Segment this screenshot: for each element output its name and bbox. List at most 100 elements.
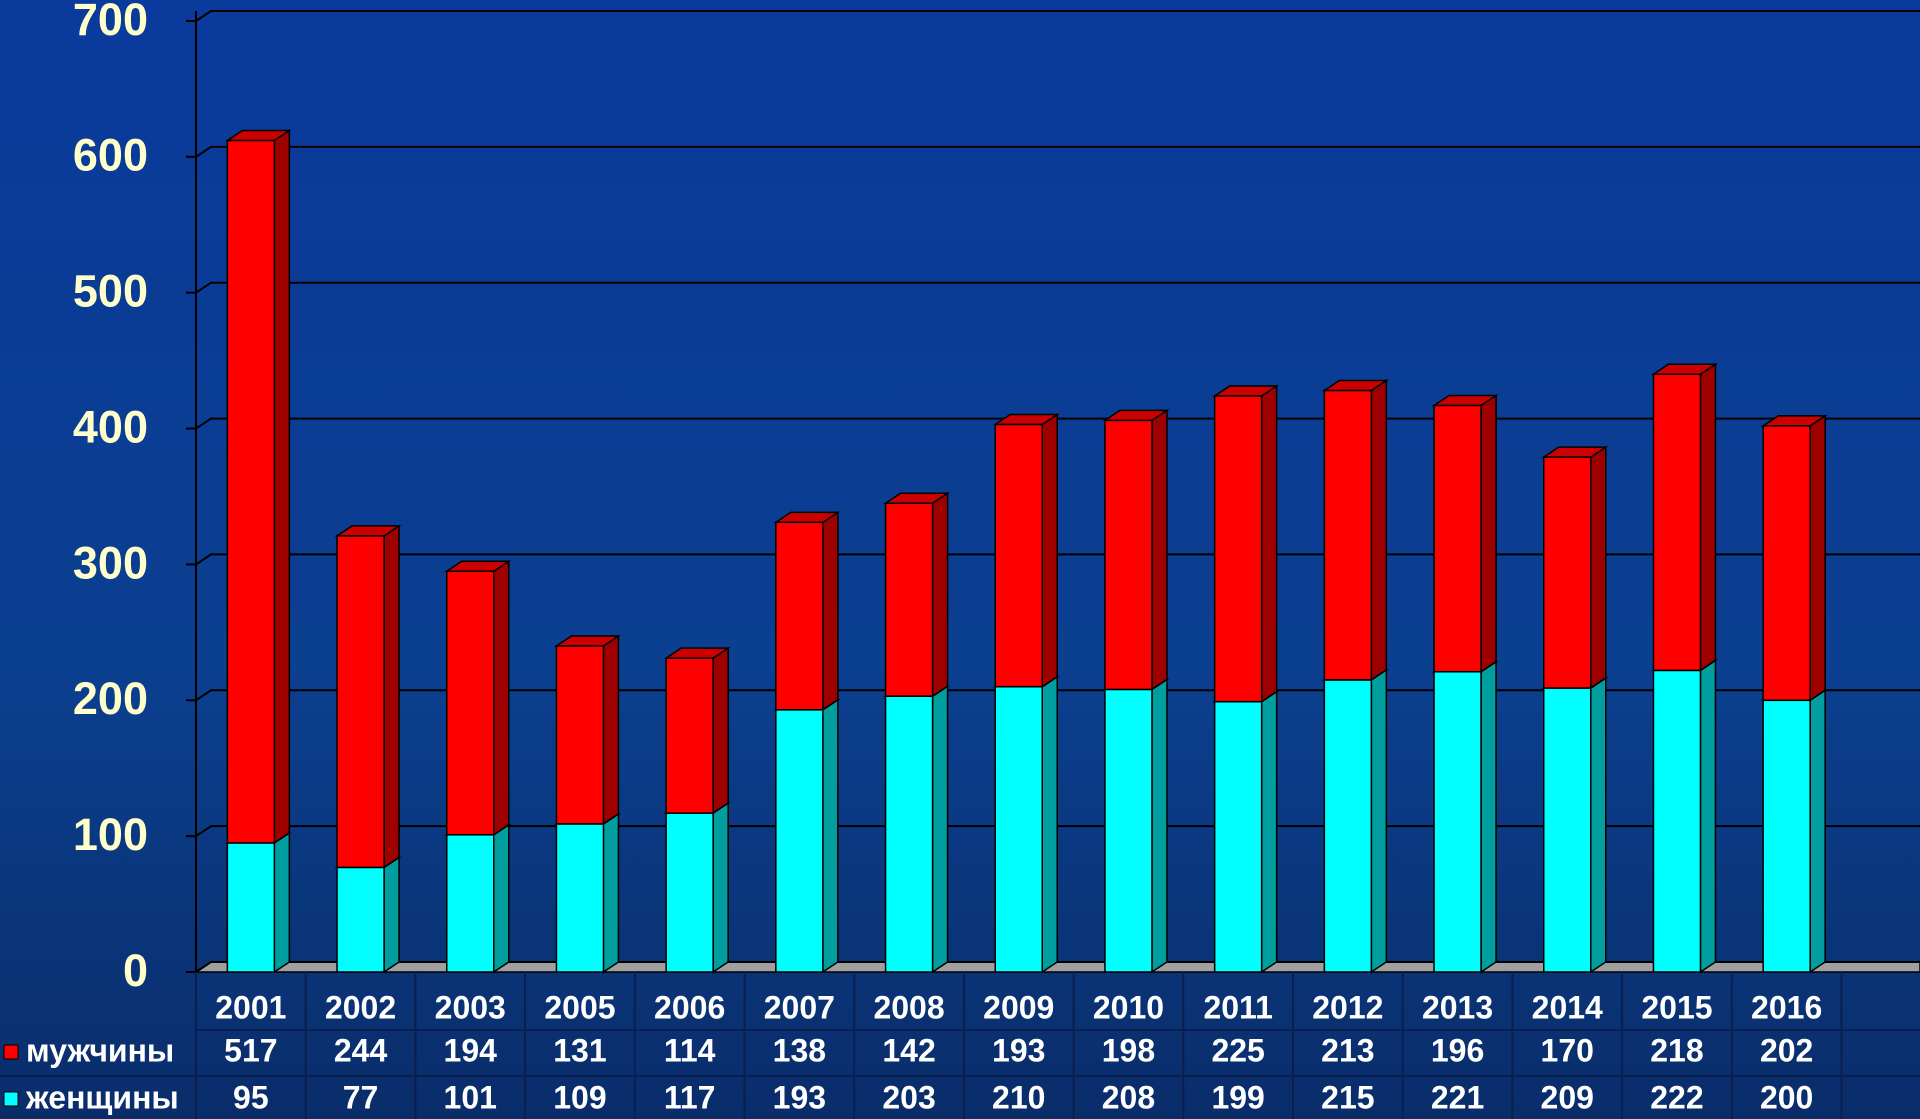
table-value: 194 (444, 1032, 498, 1068)
bar-side (1809, 414, 1826, 702)
x-tick-label: 2015 (1641, 989, 1712, 1025)
bar (1433, 671, 1482, 973)
bar-side (931, 491, 949, 698)
table-value: 210 (992, 1079, 1045, 1115)
bar-side (1041, 413, 1058, 689)
bar (994, 685, 1043, 973)
table-value: 199 (1211, 1079, 1264, 1115)
bar-side (712, 801, 729, 974)
x-tick-label: 2011 (1203, 989, 1272, 1025)
bar (1104, 419, 1153, 691)
grid-line (195, 10, 1920, 22)
bar (1213, 395, 1263, 703)
table-value: 225 (1211, 1032, 1264, 1068)
grid-line (195, 281, 1920, 294)
bar (226, 139, 276, 844)
bar (1213, 700, 1263, 973)
bar (665, 812, 714, 973)
bar-side (1151, 409, 1168, 691)
x-tick-label: 2007 (764, 989, 835, 1025)
bar-side (493, 823, 510, 974)
bar-side (1480, 394, 1497, 674)
bar-side (1590, 676, 1607, 974)
bar-side (822, 510, 839, 712)
bar-side (1699, 658, 1717, 974)
bar (1433, 404, 1482, 673)
bar (555, 823, 605, 973)
bar-side (1041, 675, 1058, 974)
bar (1652, 373, 1702, 672)
bar (555, 645, 605, 825)
bar-side (1480, 660, 1497, 974)
x-tick-label: 2014 (1532, 989, 1603, 1025)
x-tick-label: 2013 (1422, 989, 1493, 1025)
bar (336, 866, 385, 973)
x-tick-label: 2016 (1751, 989, 1822, 1025)
table-value: 131 (553, 1032, 606, 1068)
table-value: 101 (444, 1079, 497, 1115)
grid-line (195, 145, 1920, 158)
bar-side (383, 524, 400, 869)
table-value: 517 (224, 1032, 277, 1068)
table-value: 221 (1431, 1079, 1484, 1115)
y-tick-label: 100 (73, 809, 148, 860)
bar (1762, 425, 1811, 702)
table-value: 203 (882, 1079, 935, 1115)
table-value: 215 (1321, 1079, 1374, 1115)
bar (226, 842, 276, 973)
x-tick-label: 2008 (873, 989, 944, 1025)
bar (446, 834, 495, 973)
table-value: 193 (773, 1079, 826, 1115)
table-value: 218 (1650, 1032, 1703, 1068)
bar (336, 535, 385, 869)
y-tick-label: 300 (73, 537, 148, 588)
y-tick-label: 0 (123, 945, 148, 996)
bar-side (273, 129, 291, 845)
bar-side (602, 812, 620, 974)
table-value: 142 (882, 1032, 935, 1068)
bar-side (712, 646, 729, 815)
legend-label: мужчины (26, 1032, 174, 1068)
x-tick-label: 2006 (654, 989, 725, 1025)
bar (1104, 688, 1153, 973)
table-value: 193 (992, 1032, 1045, 1068)
table-value: 114 (664, 1032, 716, 1068)
x-tick-label: 2012 (1312, 989, 1383, 1025)
bar (1323, 389, 1373, 681)
table-value: 244 (334, 1032, 388, 1068)
bar-side (822, 698, 839, 974)
bar (1323, 679, 1373, 973)
table-value: 109 (553, 1079, 606, 1115)
bar (775, 521, 824, 711)
bar-side (1151, 678, 1168, 974)
legend-swatch (3, 1091, 19, 1107)
bar (775, 709, 824, 973)
bar-side (1699, 362, 1717, 672)
table-value: 198 (1102, 1032, 1155, 1068)
table-value: 138 (773, 1032, 826, 1068)
bar-side (1809, 688, 1826, 974)
bar (1543, 687, 1592, 973)
x-tick-label: 2003 (435, 989, 506, 1025)
table-value: 213 (1321, 1032, 1374, 1068)
bar-side (1370, 668, 1388, 974)
bar-side (931, 684, 949, 974)
legend-swatch (3, 1044, 19, 1060)
table-value: 196 (1431, 1032, 1484, 1068)
y-tick-label: 600 (73, 130, 148, 181)
table-value: 77 (343, 1079, 379, 1115)
table-value: 209 (1541, 1079, 1594, 1115)
x-tick-label: 2002 (325, 989, 396, 1025)
bar (1762, 699, 1811, 973)
bar-side (1590, 445, 1607, 690)
table-value: 200 (1760, 1079, 1813, 1115)
x-tick-label: 2010 (1093, 989, 1164, 1025)
table-value: 222 (1650, 1079, 1703, 1115)
y-tick-label: 200 (73, 673, 148, 724)
bar (1652, 669, 1702, 973)
table-value: 208 (1102, 1079, 1155, 1115)
bar (884, 502, 934, 697)
table-value: 95 (233, 1079, 269, 1115)
bar (1543, 456, 1592, 689)
